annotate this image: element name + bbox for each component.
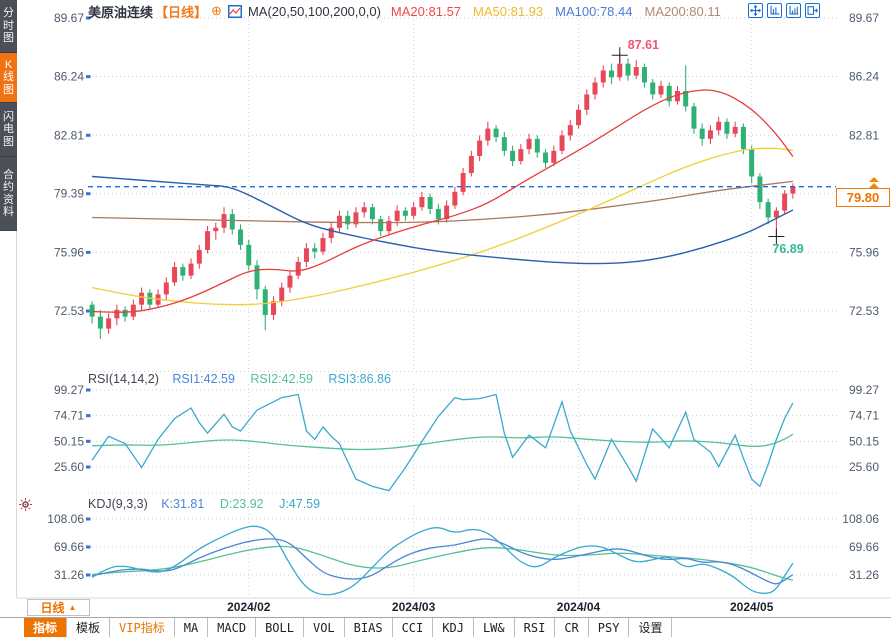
rsi3-value: RSI3:86.86 <box>328 372 391 386</box>
sidebar-item-0[interactable]: 分时图 <box>0 0 17 53</box>
y-axis-label: 69.66 <box>54 540 84 554</box>
high-annotation: 87.61 <box>627 38 660 53</box>
expand-plus-icon[interactable]: ⊕ <box>211 3 222 18</box>
indicator-tab-BIAS[interactable]: BIAS <box>345 618 393 637</box>
ma20-value: MA20:81.57 <box>390 3 462 19</box>
indicator-tab-PSY[interactable]: PSY <box>589 618 630 637</box>
chart-toolbar <box>748 3 820 18</box>
y-axis-label: 89.67 <box>849 11 879 25</box>
y-axis-label: 25.60 <box>54 460 84 474</box>
indicator-tab-MACD[interactable]: MACD <box>208 618 257 637</box>
y-axis-label: 72.53 <box>849 304 879 318</box>
y-axis-label: 50.15 <box>54 434 84 448</box>
indicator-tab-KDJ[interactable]: KDJ <box>433 618 474 637</box>
indicator-tab-指标[interactable]: 指标 <box>24 618 68 637</box>
indicator-tabbar: 指标 模板 VIP指标 MA MACD BOLL VOL BIAS CCI KDJ LW& RSI CR… <box>0 617 891 637</box>
period-tag[interactable]: 【日线】 <box>155 4 208 20</box>
y-axis-label: 82.81 <box>849 128 879 142</box>
indicator-tab-BOLL[interactable]: BOLL <box>256 618 304 637</box>
y-axis-label: 108.06 <box>47 512 84 526</box>
axis-zoom-icon[interactable] <box>767 3 782 18</box>
rsi-title[interactable]: RSI(14,14,2) <box>88 372 159 386</box>
ma100-value: MA100:78.44 <box>555 3 633 19</box>
kdj-k-value: K:31.81 <box>161 497 205 511</box>
y-axis-label: 25.60 <box>849 460 879 474</box>
crosshair-move-icon[interactable] <box>748 3 763 18</box>
y-axis-label: 50.15 <box>849 434 879 448</box>
y-axis-label: 74.71 <box>54 409 84 423</box>
y-axis-label: 86.24 <box>54 70 84 84</box>
xaxis-label-2024/03: 2024/03 <box>391 600 436 614</box>
sidebar-item-3[interactable]: 合约资料 <box>0 157 17 231</box>
last-price-value: 79.80 <box>846 190 880 205</box>
rsi2-value: RSI2:42.59 <box>250 372 313 386</box>
rsi-header: RSI(14,14,2) RSI1:42.59 RSI2:42.59 RSI3:… <box>88 372 391 386</box>
indicator-tab-设置[interactable]: 设置 <box>629 618 673 637</box>
y-axis-label: 74.71 <box>849 409 879 423</box>
y-axis-label: 82.81 <box>54 128 84 142</box>
y-axis-label: 86.24 <box>849 70 879 84</box>
indicator-settings-sun-icon[interactable] <box>19 498 32 516</box>
xaxis-label-2024/02: 2024/02 <box>227 600 271 614</box>
indicator-tab-LW&[interactable]: LW& <box>474 618 515 637</box>
kdj-title[interactable]: KDJ(9,3,3) <box>88 497 148 511</box>
y-axis-label: 75.96 <box>849 245 879 259</box>
indicator-tab-CR[interactable]: CR <box>555 618 589 637</box>
y-axis-label: 99.27 <box>54 383 84 397</box>
y-axis-label: 89.67 <box>54 11 84 25</box>
y-axis-label: 75.96 <box>54 245 84 259</box>
y-axis-label: 31.26 <box>849 568 879 582</box>
indicator-tab-CCI[interactable]: CCI <box>393 618 434 637</box>
period-selector-label: 日线 <box>40 601 65 615</box>
indicator-tab-MA[interactable]: MA <box>175 618 209 637</box>
indicator-tab-RSI[interactable]: RSI <box>515 618 556 637</box>
indicator-tab-VIP指标[interactable]: VIP指标 <box>110 618 175 637</box>
low-annotation: 76.89 <box>772 242 804 257</box>
y-axis-label: 79.39 <box>54 187 84 201</box>
xaxis-label-2024/05: 2024/05 <box>729 600 774 614</box>
indicator-tab-VOL[interactable]: VOL <box>304 618 345 637</box>
sidebar-item-2[interactable]: 闪电图 <box>0 103 17 157</box>
ma200-value: MA200:80.11 <box>644 3 721 19</box>
ma50-value: MA50:81.93 <box>473 3 544 19</box>
symbol-title: 美原油连续 <box>88 4 154 20</box>
y-axis-label: 69.66 <box>849 540 879 554</box>
mini-chart-icon <box>227 4 242 18</box>
y-axis-label: 31.26 <box>54 568 84 582</box>
kdj-d-value: D:23.92 <box>219 497 264 511</box>
y-axis-label: 99.27 <box>849 383 879 397</box>
rsi1-value: RSI1:42.59 <box>172 372 235 386</box>
y-axis-label: 108.06 <box>842 512 879 526</box>
last-price-box: 79.80 <box>836 188 890 207</box>
y-axis-label: 72.53 <box>54 304 84 318</box>
kdj-header: KDJ(9,3,3) K:31.81 D:23.92 J:47.59 <box>88 497 320 511</box>
kdj-j-value: J:47.59 <box>279 497 321 511</box>
price-up-arrows-icon <box>869 177 879 189</box>
indicator-tab-模板[interactable]: 模板 <box>67 618 111 637</box>
axis-bars-icon[interactable] <box>786 3 801 18</box>
chart-header: 美原油连续 【日线】 ⊕ MA(20,50,100,200,0,0) MA20:… <box>88 2 721 20</box>
pane-expand-icon[interactable] <box>805 3 820 18</box>
chevron-up-icon: ▲ <box>68 603 77 612</box>
ma-settings-label[interactable]: MA(20,50,100,200,0,0) <box>247 3 381 19</box>
xaxis-label-2024/04: 2024/04 <box>556 600 601 614</box>
period-selector[interactable]: 日线 ▲ <box>27 599 90 616</box>
